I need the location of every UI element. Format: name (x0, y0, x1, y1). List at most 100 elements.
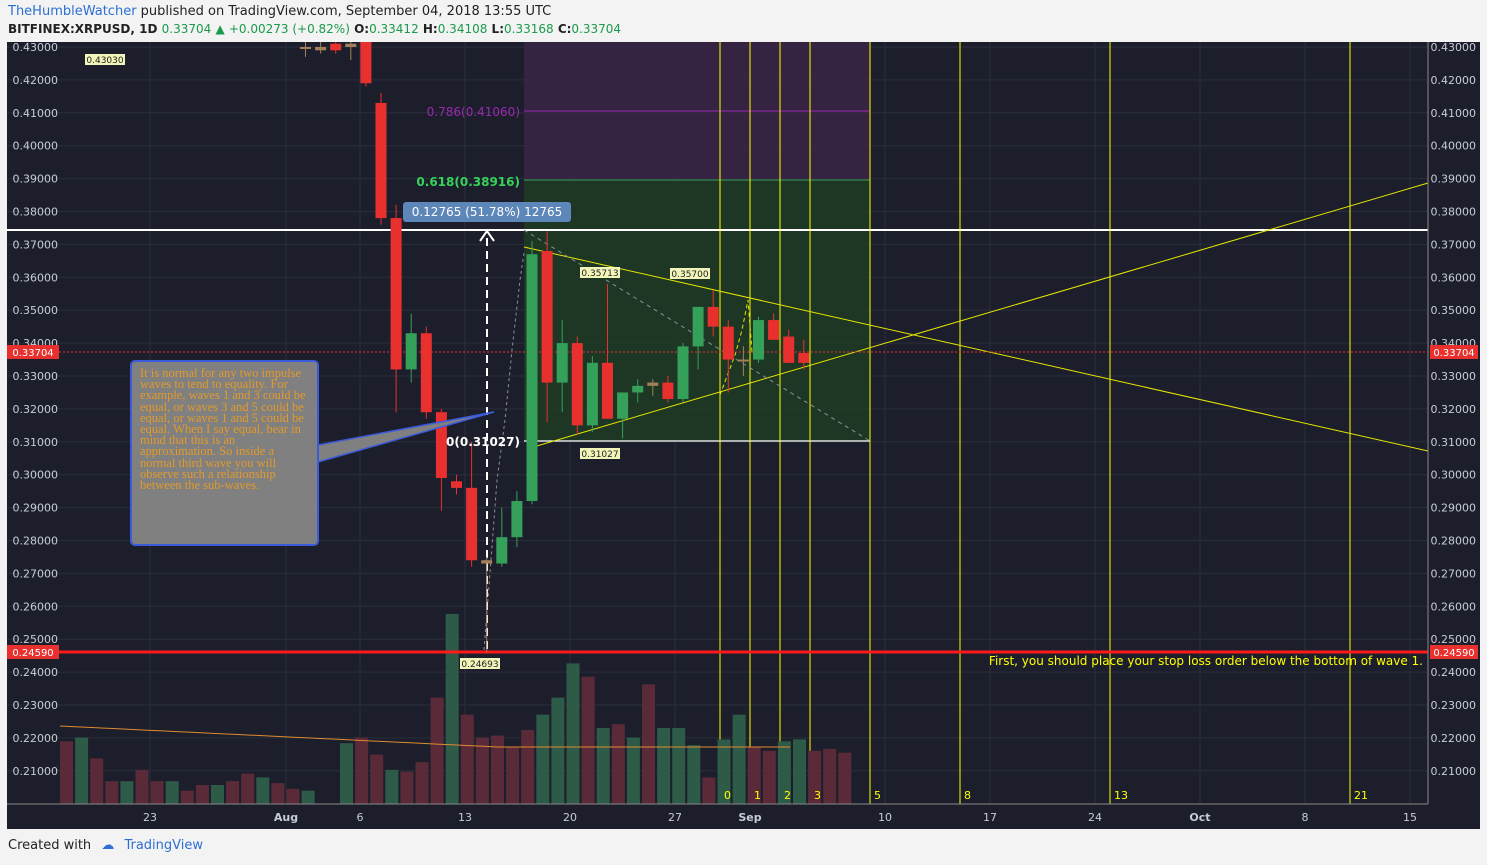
candle-body (300, 47, 311, 49)
volume-bar (211, 785, 224, 804)
y-tick-left: 0.42000 (13, 74, 59, 87)
tradingview-link[interactable]: TradingView (124, 838, 203, 853)
x-tick-label: 8 (1302, 811, 1309, 824)
symbol-ohlc-line: BITFINEX:XRPUSD, 1D 0.33704 ▲ +0.00273 (… (8, 22, 621, 36)
candle-body (435, 412, 447, 478)
volume-bar (626, 737, 640, 804)
trough-text: 0.31027 (581, 450, 618, 460)
candle-body (511, 501, 523, 538)
high-label: H: (422, 22, 438, 36)
volume-bar (657, 728, 671, 804)
close-label: C: (557, 22, 572, 36)
candle-body (753, 320, 764, 360)
low-marker-box (460, 658, 500, 669)
volume-bar (150, 781, 164, 804)
candle-body (375, 102, 387, 219)
volume-bar (165, 781, 179, 804)
y-tick-left: 0.22000 (13, 732, 59, 745)
y-tick-right: 0.28000 (1431, 535, 1477, 548)
candle-body (330, 43, 342, 51)
candle-body (405, 333, 417, 370)
cycle-label: 1 (754, 789, 761, 802)
cycle-label: 13 (1114, 789, 1128, 802)
candles (300, 27, 810, 653)
peak-a-text: 0.35713 (581, 269, 618, 279)
candle-body (677, 346, 689, 400)
volume-bar (370, 754, 384, 804)
volume-bars (60, 614, 852, 804)
cycle-label: 3 (814, 789, 821, 802)
volume-ma-line (59, 725, 790, 748)
x-tick-label: 10 (878, 811, 892, 824)
low-marker-text: 0.24693 (461, 660, 498, 670)
peak-a-box (580, 267, 620, 278)
y-tick-left: 0.31000 (13, 436, 59, 449)
time-cycle-labels: 0 1 2 3 5 8 13 21 (724, 789, 1368, 802)
volume-bar (596, 728, 610, 804)
volume-bar (521, 729, 535, 804)
candle-body (526, 254, 538, 502)
volume-bar (286, 788, 300, 804)
volume-bar (823, 748, 837, 804)
volume-bar (642, 684, 655, 804)
y-tick-right: 0.43000 (1431, 42, 1477, 54)
stop-loss-note: First, you should place your stop loss o… (989, 654, 1423, 668)
peak-b-box (670, 268, 710, 279)
measure-arrow-icon (479, 229, 495, 242)
candle-body (420, 333, 432, 413)
y-tick-right: 0.32000 (1431, 403, 1477, 416)
y-tick-left: 0.23000 (13, 699, 59, 712)
current-price-tag-right-text: 0.33704 (1433, 348, 1474, 359)
created-with-label: Created with (8, 838, 92, 853)
price-change: +0.00273 (+0.82%) (228, 22, 350, 36)
volume-bar (226, 781, 240, 804)
y-tick-right: 0.35000 (1431, 304, 1477, 317)
y-tick-left: 0.43000 (13, 42, 59, 54)
x-tick-label: 27 (668, 811, 682, 824)
candle-body (360, 40, 372, 84)
volume-bar (445, 614, 459, 804)
cycle-label: 8 (964, 789, 971, 802)
y-tick-right: 0.24000 (1431, 666, 1477, 679)
volume-bar (241, 773, 255, 804)
y-tick-right: 0.33000 (1431, 370, 1477, 383)
annotation-box[interactable]: It is normal for any two impulse waves t… (130, 360, 319, 546)
volume-bar (536, 714, 550, 804)
y-tick-left: 0.37000 (13, 238, 59, 251)
stop-price-tag-right (1430, 645, 1478, 659)
candle-body (481, 560, 493, 564)
x-tick-label: Sep (738, 811, 761, 824)
candle-body (632, 385, 644, 393)
volume-bar (105, 781, 119, 804)
candle-body (722, 326, 734, 360)
volume-bar (90, 758, 104, 804)
x-tick-label: 24 (1088, 811, 1102, 824)
y-tick-left: 0.21000 (13, 765, 59, 778)
candle-body (315, 47, 327, 51)
y-tick-right: 0.30000 (1431, 469, 1477, 482)
y-tick-left: 0.25000 (13, 633, 59, 646)
open-value: 0.33412 (369, 22, 419, 36)
candle-body (390, 218, 402, 370)
candle-body (647, 382, 659, 386)
publisher-username[interactable]: TheHumbleWatcher (8, 4, 137, 19)
y-tick-left: 0.28000 (13, 535, 59, 548)
volume-bar (195, 785, 209, 804)
candle-body (768, 320, 780, 340)
price-chart[interactable]: 0.43000 0.43000 0.42000 0.42000 0.41000 0.410… (7, 27, 1480, 829)
volume-bar (340, 743, 353, 804)
x-tick-label: 6 (357, 811, 364, 824)
volume-bar (491, 735, 504, 804)
last-price: 0.33704 (161, 22, 212, 36)
y-tick-right: 0.22000 (1431, 732, 1477, 745)
volume-bar (747, 747, 761, 804)
sub-wave-path (719, 299, 753, 396)
chart-panel[interactable]: 0.43000 0.43000 0.42000 0.42000 0.41000 0.410… (7, 27, 1480, 829)
footer: Created with ☁ TradingView (8, 838, 203, 853)
x-tick-label: Aug (274, 811, 298, 824)
x-tick-label: 13 (458, 811, 472, 824)
time-axis[interactable]: 23 Aug 6 13 20 27 Sep 10 17 24 Oct 8 15 (143, 811, 1417, 824)
y-tick-left: 0.35000 (13, 304, 59, 317)
price-axis[interactable]: 0.43000 0.43000 0.42000 0.42000 0.41000 0.410… (13, 41, 1477, 778)
volume-bar (808, 750, 822, 804)
